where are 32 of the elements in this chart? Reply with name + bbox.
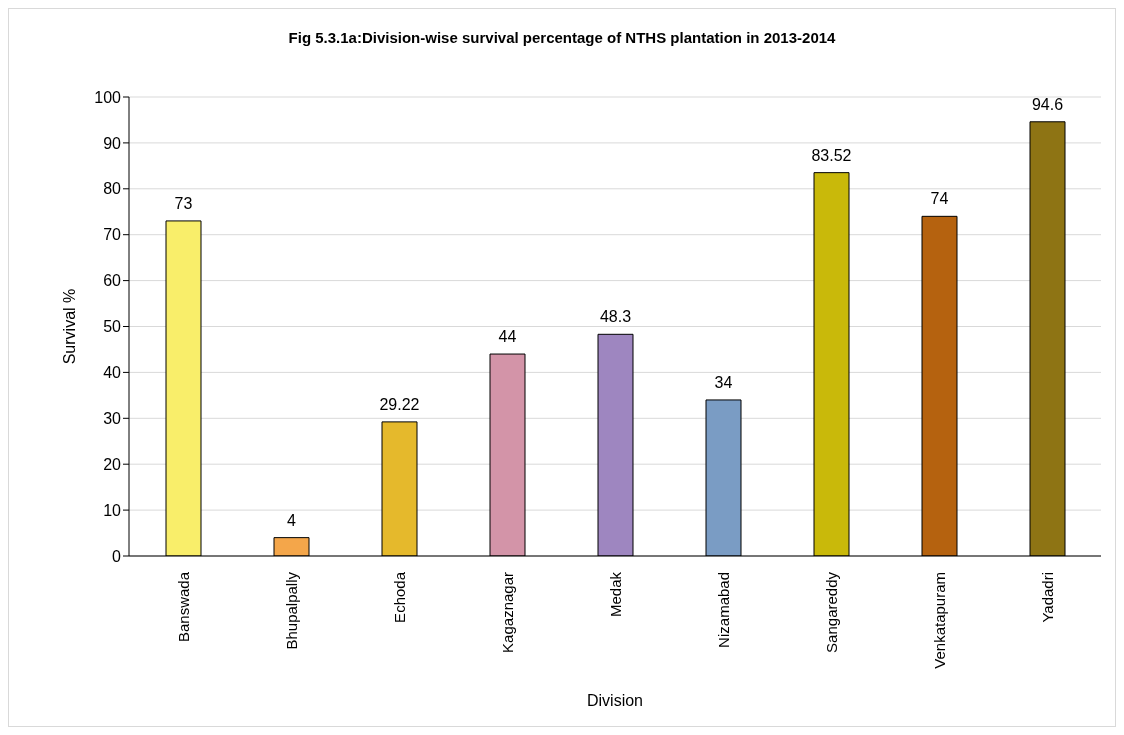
data-label: 4: [287, 511, 297, 529]
y-axis-title: Survival %: [60, 288, 78, 365]
x-tick-label: Bhupalpally: [282, 571, 300, 650]
x-tick-label: Nizamabad: [714, 572, 732, 648]
data-label: 94.6: [1031, 95, 1064, 113]
y-tick-label: 80: [103, 180, 122, 198]
y-tick-label: 10: [103, 501, 122, 519]
y-tick-label: 90: [103, 134, 122, 152]
x-axis-title: Division: [586, 692, 644, 709]
y-tick-label: 30: [103, 409, 122, 427]
data-label: 29.22: [379, 395, 420, 413]
y-tick-label: 60: [103, 272, 122, 290]
x-tick-label: Kagaznagar: [498, 572, 516, 653]
y-tick-label: 20: [103, 455, 122, 473]
data-label: 48.3: [599, 308, 632, 326]
x-tick-label: Banswada: [174, 571, 192, 643]
y-tick-label: 70: [103, 226, 122, 244]
x-tick-label: Medak: [606, 571, 624, 618]
y-tick-label: 100: [94, 88, 122, 106]
data-label: 73: [174, 194, 193, 212]
y-tick-label: 50: [103, 318, 122, 336]
x-tick-label: Echoda: [390, 571, 408, 623]
data-label: 44: [498, 328, 517, 346]
y-tick-label: 0: [112, 547, 122, 565]
y-tick-label: 40: [103, 364, 122, 382]
data-label: 34: [714, 373, 733, 391]
x-tick-label: Venkatapuram: [930, 572, 948, 669]
x-tick-label: Sangareddy: [822, 571, 840, 653]
chart-title: Fig 5.3.1a:Division-wise survival percentage of NTHS plantation in 2013-2014: [287, 29, 837, 46]
x-tick-label: Yadadri: [1038, 572, 1056, 623]
data-label: 74: [930, 190, 949, 208]
data-label: 83.52: [811, 146, 852, 164]
